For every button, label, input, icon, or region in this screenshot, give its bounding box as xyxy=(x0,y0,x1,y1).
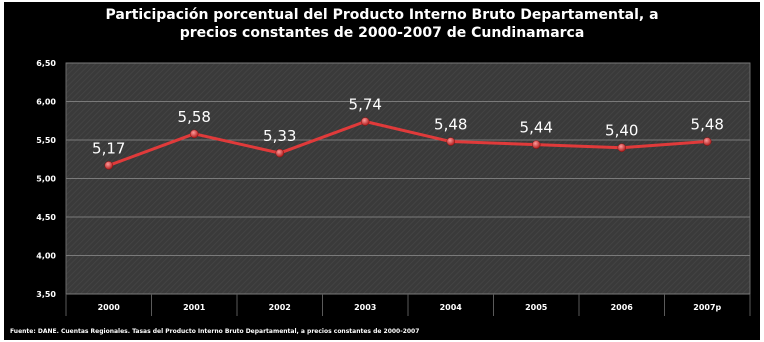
line-chart: 6,50 6,00 5,50 5,00 4,50 4,00 3,50 2000 2001 2002… xyxy=(36,59,751,316)
chart-frame: Participación porcentual del Producto In… xyxy=(4,2,760,340)
x-tick-label: 2003 xyxy=(354,303,376,312)
data-label: 5,48 xyxy=(434,116,467,134)
series-line xyxy=(108,120,708,167)
x-tick-label: 2000 xyxy=(98,303,121,312)
chart-title-line-1: Participación porcentual del Producto In… xyxy=(105,7,659,23)
y-tick-label: 5,50 xyxy=(36,136,56,145)
data-label: 5,44 xyxy=(520,119,553,137)
y-tick-label: 4,50 xyxy=(36,213,56,222)
y-tick-label: 6,00 xyxy=(36,98,56,107)
x-tick-label: 2001 xyxy=(183,303,206,312)
x-tick-label: 2006 xyxy=(611,303,634,312)
chart-source-note: Fuente: DANE. Cuentas Regionales. Tasas … xyxy=(10,328,420,335)
x-tick-label: 2005 xyxy=(525,303,548,312)
chart-title: Participación porcentual del Producto In… xyxy=(4,6,760,42)
data-label: 5,58 xyxy=(178,108,211,126)
data-point xyxy=(532,140,541,149)
data-label: 5,17 xyxy=(92,139,125,157)
data-label: 5,40 xyxy=(605,122,638,140)
y-tick-label: 4,00 xyxy=(36,252,56,261)
data-label: 5,74 xyxy=(349,96,382,114)
chart-title-line-2: precios constantes de 2000-2007 de Cundi… xyxy=(179,25,585,41)
x-tick-label: 2002 xyxy=(269,303,291,312)
data-point xyxy=(275,148,284,158)
y-tick-label: 6,50 xyxy=(36,59,56,68)
data-label: 5,33 xyxy=(263,127,296,145)
data-point xyxy=(104,161,113,170)
data-point xyxy=(361,117,370,126)
data-label: 5,48 xyxy=(691,116,724,134)
data-point xyxy=(617,143,626,152)
data-point xyxy=(703,137,712,146)
x-tick-label: 2007p xyxy=(693,303,721,312)
x-tick-label: 2004 xyxy=(440,303,463,312)
y-tick-label: 5,00 xyxy=(36,175,56,184)
data-point xyxy=(446,137,455,146)
y-tick-label: 3,50 xyxy=(36,290,56,299)
data-point xyxy=(190,129,199,139)
